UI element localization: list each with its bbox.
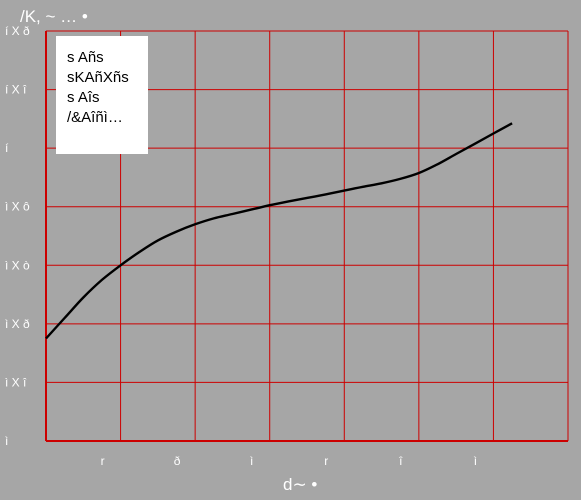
y-tick-label: ì — [5, 434, 8, 448]
x-tick-label: r — [324, 454, 328, 468]
legend-line: s Añs — [67, 49, 104, 66]
y-tick-label: ì X ò — [5, 258, 30, 272]
y-axis-title: /K, ~ … • — [20, 7, 88, 26]
series-line — [45, 122, 513, 340]
y-tick-label: í X ð — [5, 24, 30, 38]
tick-labels: ì ì X î ì X ð ì X ò ì X ô í í X î í X ð r ð ì r î ì — [5, 24, 477, 468]
y-tick-label: ì X ð — [5, 317, 30, 331]
y-tick-label: í — [5, 141, 9, 155]
x-tick-label: î — [398, 454, 403, 468]
x-tick-label: ð — [174, 454, 181, 468]
y-tick-label: ì X ô — [5, 200, 30, 214]
x-tick-label: ì — [250, 454, 253, 468]
gridlines — [45, 30, 569, 442]
x-tick-label: r — [101, 454, 105, 468]
legend-box — [56, 36, 148, 154]
x-tick-label: ì — [474, 454, 477, 468]
legend-line: sKAñXñs — [67, 69, 129, 86]
x-axis-title: d∼ • — [283, 475, 317, 494]
legend: s Añs sKAñXñs s Aîs /&Aîñì… — [56, 36, 148, 154]
legend-line: s Aîs — [67, 89, 100, 106]
y-tick-label: ì X î — [5, 375, 27, 389]
y-tick-label: í X î — [5, 83, 27, 97]
legend-line: /&Aîñì… — [67, 109, 123, 126]
